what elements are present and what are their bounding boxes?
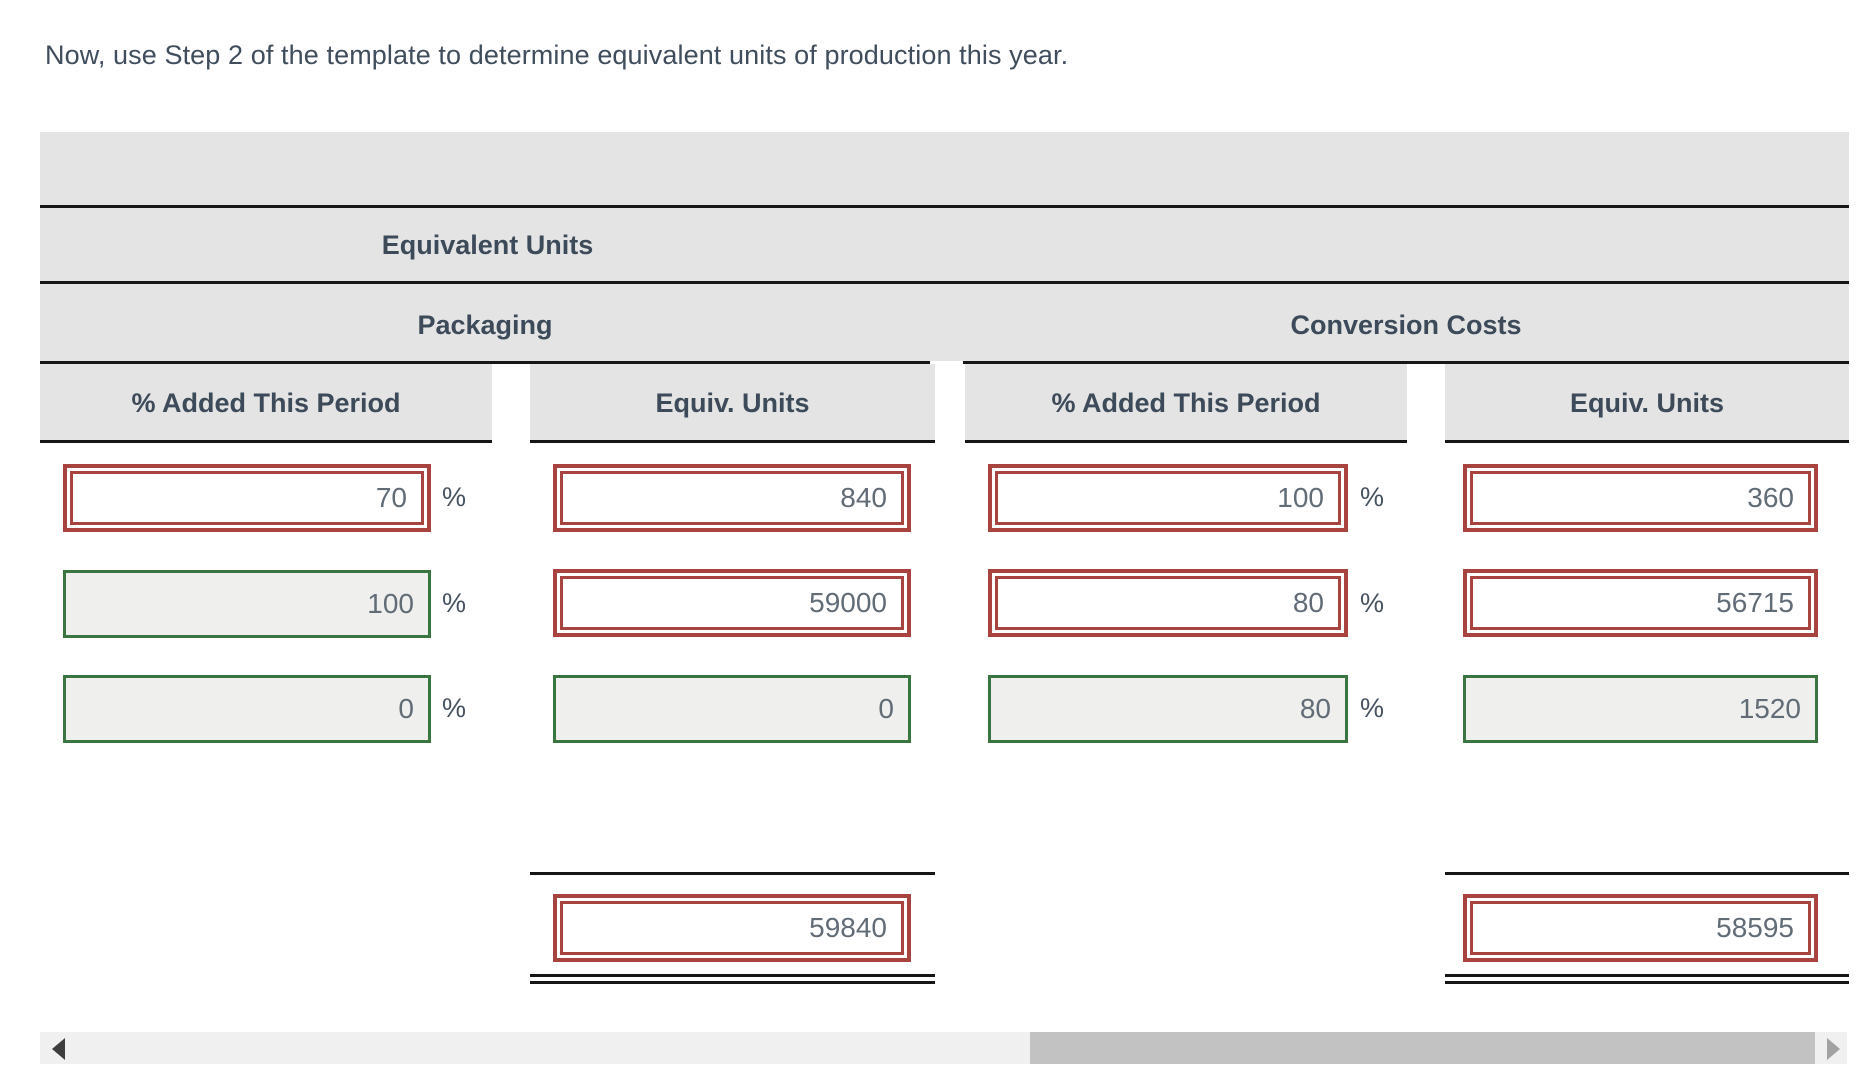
conversion-pct-value-row3: 80 — [1299, 693, 1331, 724]
conversion-pct-input-row2[interactable]: 80 — [988, 569, 1348, 637]
percent-label-row3-packaging: % — [442, 693, 467, 723]
packaging-units-input-row2[interactable]: 59000 — [553, 569, 911, 637]
table-blank-header-row — [40, 132, 1849, 205]
packaging-pct-input-row1[interactable]: 70 — [63, 464, 431, 532]
rule-below-blank-row — [40, 205, 1849, 208]
column-header-conversion-pct: % Added This Period — [1051, 388, 1321, 418]
total-double-rule-conversion-top — [1445, 974, 1849, 977]
packaging-pct-value-row2: 100 — [367, 588, 414, 619]
table-title: Equivalent Units — [381, 230, 594, 260]
column-header-conversion-units: Equiv. Units — [1569, 388, 1724, 418]
percent-label-row3-conversion: % — [1360, 693, 1385, 723]
packaging-pct-input-row3: 0 — [63, 675, 431, 743]
conversion-units-total-value: 58595 — [1716, 912, 1794, 943]
packaging-units-value-row3: 0 — [878, 693, 894, 724]
percent-label-row2-packaging: % — [442, 588, 467, 618]
conversion-units-total-input[interactable]: 58595 — [1463, 894, 1818, 962]
rule-below-col4 — [1445, 440, 1849, 443]
packaging-units-input-row3: 0 — [553, 675, 911, 743]
rule-below-conversion-costs — [963, 361, 1849, 364]
table-title-row — [40, 208, 1849, 281]
column-header-cell — [40, 364, 492, 440]
rule-below-col2 — [530, 440, 935, 443]
conversion-pct-value-row1: 100 — [1277, 482, 1324, 513]
percent-label-row2-conversion: % — [1360, 588, 1385, 618]
total-double-rule-packaging-top — [530, 974, 935, 977]
packaging-units-total-value: 59840 — [809, 912, 887, 943]
packaging-units-input-row1[interactable]: 840 — [553, 464, 911, 532]
percent-label-row1-conversion: % — [1360, 482, 1385, 512]
conversion-pct-input-row1[interactable]: 100 — [988, 464, 1348, 532]
conversion-pct-input-row3: 80 — [988, 675, 1348, 743]
group-header-packaging: Packaging — [417, 310, 553, 340]
conversion-units-input-row1[interactable]: 360 — [1463, 464, 1818, 532]
rule-below-title-row — [40, 281, 1849, 284]
conversion-units-value-row1: 360 — [1747, 482, 1794, 513]
column-header-cell — [965, 364, 1407, 440]
total-double-rule-packaging-bottom — [530, 981, 935, 984]
instruction-text: Now, use Step 2 of the template to deter… — [45, 40, 1069, 70]
total-rule-conversion — [1445, 872, 1849, 875]
conversion-units-input-row3: 1520 — [1463, 675, 1818, 743]
packaging-units-value-row2: 59000 — [809, 587, 887, 618]
conversion-units-value-row3: 1520 — [1738, 693, 1801, 724]
total-rule-packaging — [530, 872, 935, 875]
column-header-cell — [530, 364, 935, 440]
packaging-pct-value-row3: 0 — [398, 693, 414, 724]
rule-below-col3 — [965, 440, 1407, 443]
scrollbar-thumb[interactable] — [1030, 1032, 1815, 1064]
packaging-units-value-row1: 840 — [840, 482, 887, 513]
column-header-packaging-pct: % Added This Period — [131, 388, 401, 418]
conversion-units-input-row2[interactable]: 56715 — [1463, 569, 1818, 637]
rule-below-col1 — [40, 440, 492, 443]
packaging-pct-input-row2: 100 — [63, 570, 431, 638]
rule-below-packaging — [40, 361, 930, 364]
group-header-conversion-costs: Conversion Costs — [1290, 310, 1522, 340]
conversion-pct-value-row2: 80 — [1292, 587, 1324, 618]
scroll-left-arrow-icon[interactable] — [52, 1038, 65, 1060]
column-header-cell — [1445, 364, 1849, 440]
conversion-units-value-row2: 56715 — [1716, 587, 1794, 618]
scroll-right-arrow-icon[interactable] — [1827, 1038, 1840, 1060]
packaging-pct-value-row1: 70 — [375, 482, 407, 513]
group-header-row — [40, 284, 1849, 361]
column-header-packaging-units: Equiv. Units — [655, 388, 810, 418]
packaging-units-total-input[interactable]: 59840 — [553, 894, 911, 962]
percent-label-row1-packaging: % — [442, 482, 467, 512]
total-double-rule-conversion-bottom — [1445, 981, 1849, 984]
